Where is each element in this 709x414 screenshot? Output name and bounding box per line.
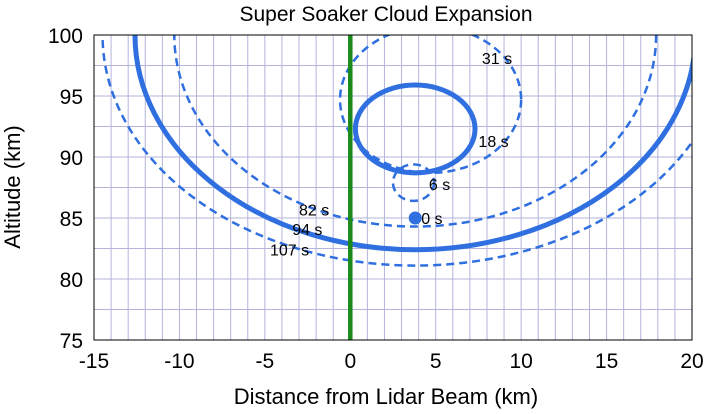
- y-tick-label: 85: [60, 208, 83, 231]
- x-tick-label: 20: [680, 350, 703, 373]
- plot-area: 0 s 6 s 18 s 31 s 82 s 94 s 107 s: [101, 35, 692, 340]
- cloud-contour: [352, 82, 478, 176]
- x-tick-label: 15: [595, 350, 618, 373]
- cloud-contour: [101, 35, 692, 267]
- x-tick-label: -15: [79, 350, 109, 373]
- y-tick-label: 75: [60, 330, 83, 353]
- grid: [94, 35, 692, 340]
- series-label: 82 s: [299, 202, 329, 219]
- x-tick-label: 5: [430, 350, 442, 373]
- cloud-contour: [391, 163, 436, 203]
- tick-labels: -15 -10 -5 0 5 10 15 20 75 80 85 90 95 100: [48, 25, 704, 373]
- y-tick-label: 95: [60, 86, 83, 109]
- x-tick-label: 10: [509, 350, 532, 373]
- cloud-contour: [173, 35, 658, 228]
- y-axis-label: Altitude (km): [0, 125, 25, 248]
- series-label: 31 s: [482, 51, 512, 68]
- release-point-marker: [408, 211, 422, 225]
- cloud-contour: [338, 35, 523, 175]
- x-tick-label: -10: [164, 350, 194, 373]
- chart-title: Super Soaker Cloud Expansion: [239, 3, 532, 26]
- series-label: 107 s: [270, 243, 309, 260]
- cloud-contour: [132, 35, 692, 253]
- x-tick-label: -5: [256, 350, 275, 373]
- series-label: 6 s: [429, 177, 450, 194]
- y-tick-label: 100: [48, 25, 83, 48]
- series-label: 94 s: [292, 222, 322, 239]
- series-label: 18 s: [478, 134, 508, 151]
- plot-frame: [93, 34, 693, 341]
- x-tick-label: 0: [344, 350, 356, 373]
- cloud-contours: [101, 35, 692, 267]
- series-label: 0 s: [421, 211, 442, 228]
- y-tick-label: 90: [60, 147, 83, 170]
- x-axis-label: Distance from Lidar Beam (km): [234, 384, 538, 409]
- y-tick-label: 80: [60, 269, 83, 292]
